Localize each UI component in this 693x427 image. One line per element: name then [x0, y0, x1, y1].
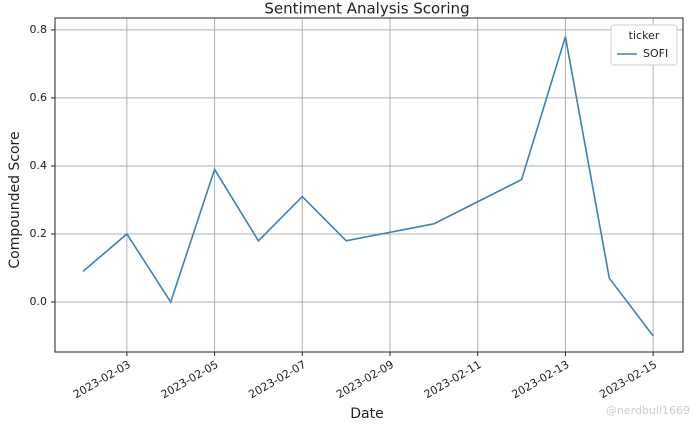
y-tick-label: 0.2 — [30, 227, 48, 240]
x-tick-label: 2023-02-07 — [246, 358, 308, 401]
y-tick-label: 0.4 — [30, 159, 48, 172]
y-axis-label: Compounded Score — [7, 131, 23, 268]
x-tick-label: 2023-02-09 — [334, 358, 396, 401]
x-tick-label: 2023-02-15 — [597, 358, 659, 401]
y-tick-label: 0.0 — [30, 295, 48, 308]
x-tick-label: 2023-02-05 — [159, 358, 221, 401]
chart-title: Sentiment Analysis Scoring — [264, 0, 469, 18]
watermark: @nerdbull1669 — [606, 404, 690, 417]
x-axis-label: Date — [350, 406, 383, 422]
legend-title: ticker — [629, 29, 660, 42]
y-tick-label: 0.8 — [30, 23, 48, 36]
plot-frame — [54, 17, 684, 353]
x-tick-label: 2023-02-03 — [71, 358, 133, 401]
x-tick-label: 2023-02-13 — [510, 358, 572, 401]
line — [82, 36, 654, 337]
legend-label: SOFI — [643, 47, 668, 60]
x-tick-label: 2023-02-11 — [422, 358, 484, 401]
y-tick-label: 0.6 — [30, 91, 48, 104]
legend-box — [610, 24, 678, 66]
